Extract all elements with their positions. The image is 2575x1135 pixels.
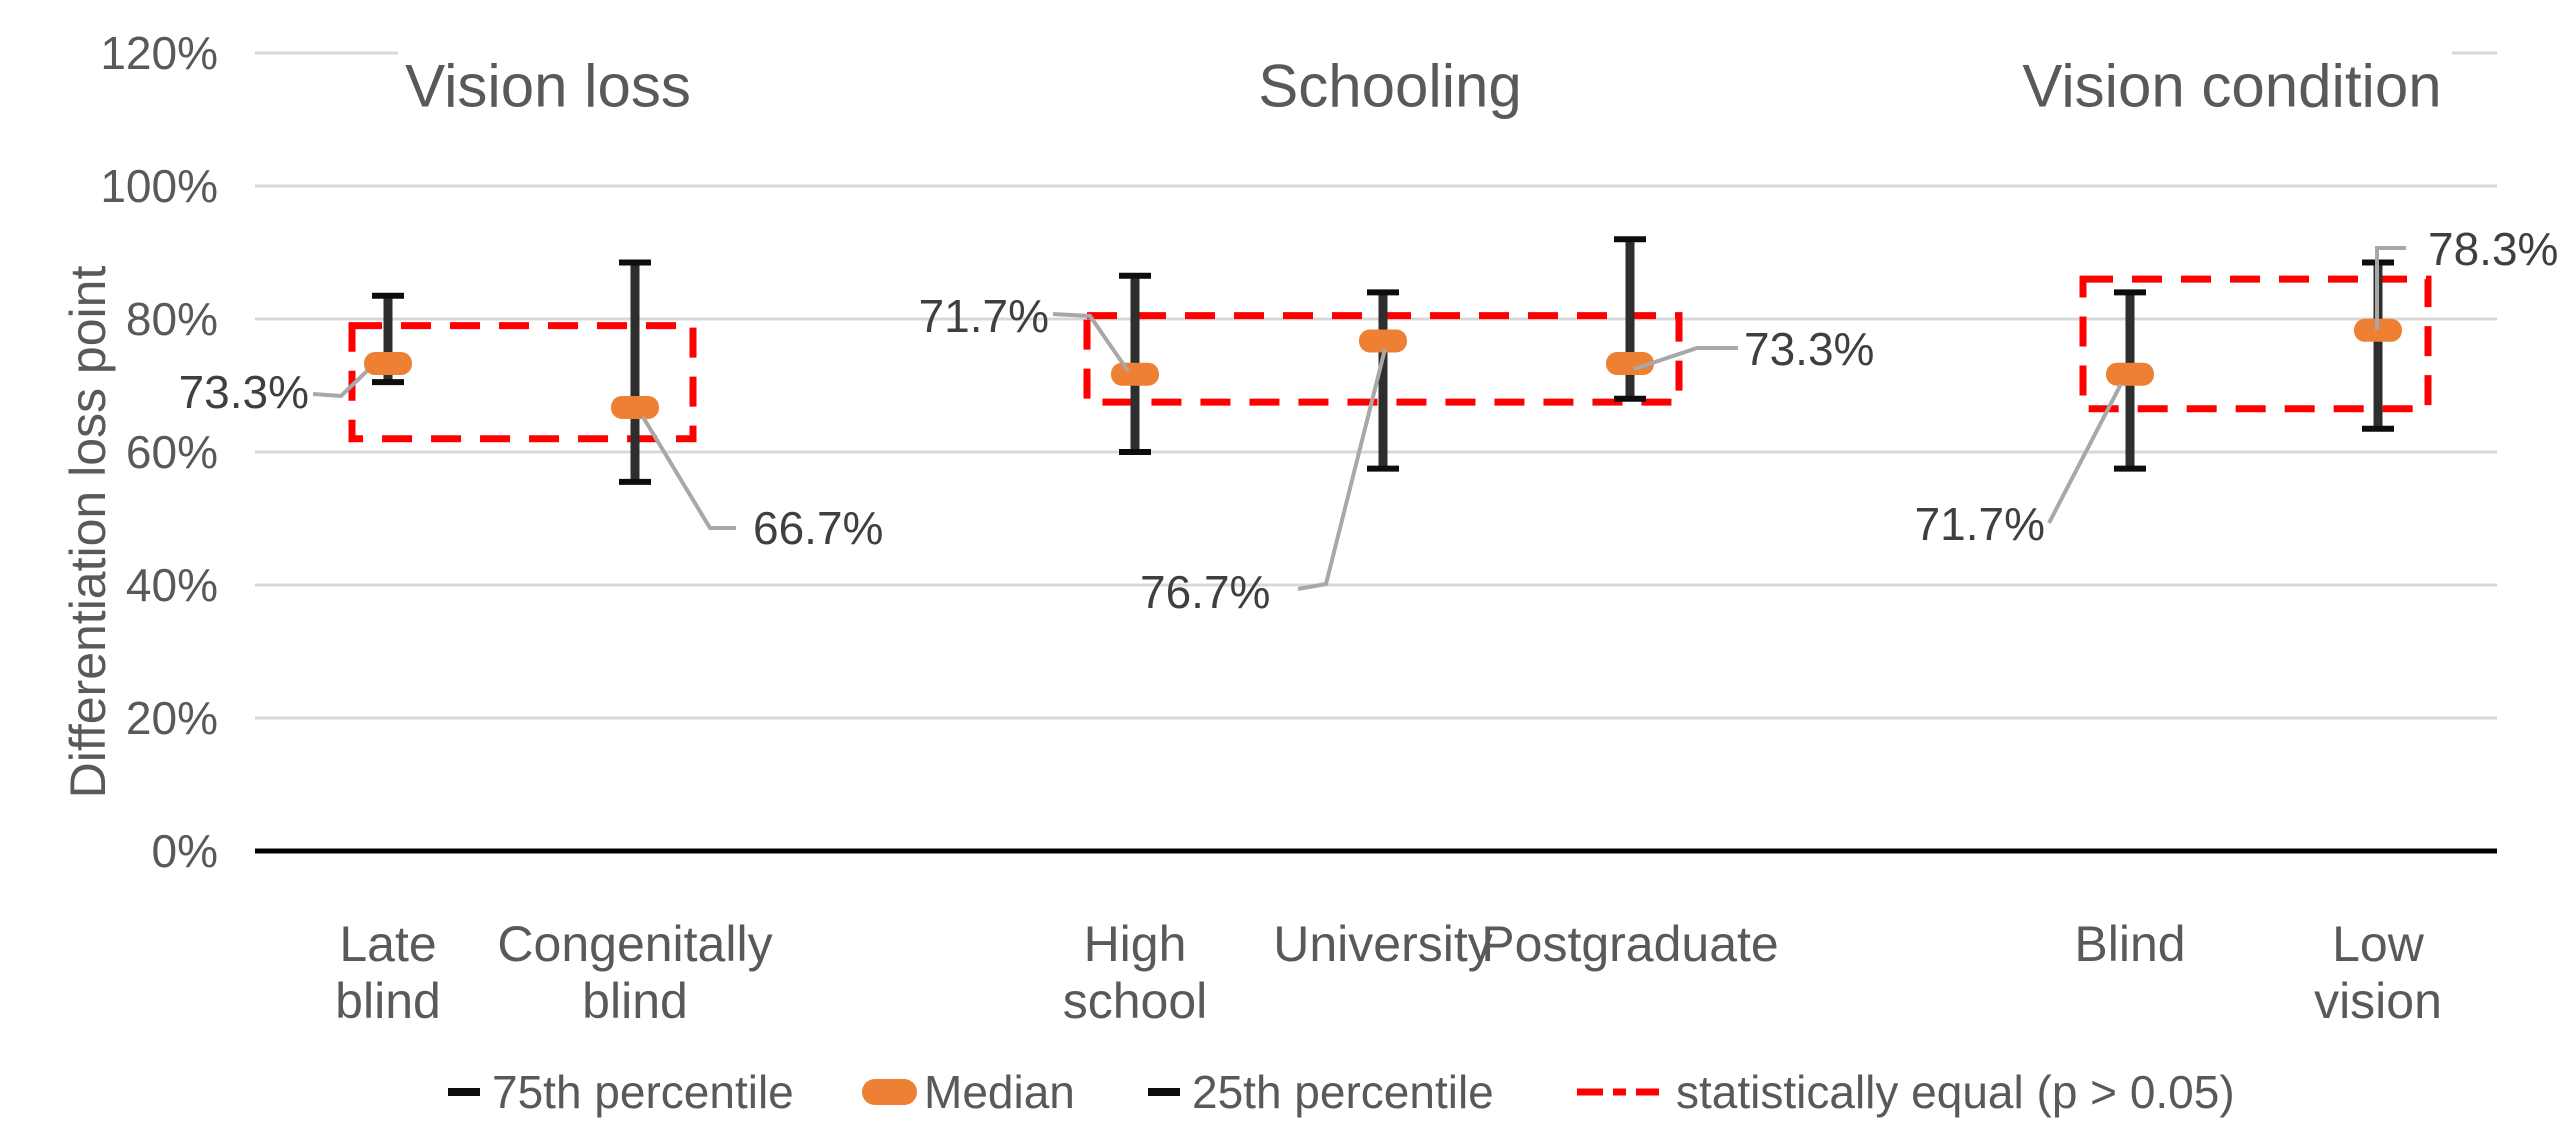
annotation-leader [641, 415, 736, 530]
median-value-label: 71.7% [1915, 498, 2045, 550]
median-value-label: 73.3% [1744, 323, 1874, 375]
legend-label: statistically equal (p > 0.05) [1676, 1066, 2235, 1118]
median-value-label: 76.7% [1140, 566, 1270, 618]
significance-box [348, 322, 697, 443]
x-tick-label: Late blind [335, 916, 441, 1029]
median-marker [1111, 362, 1159, 386]
annotation-leader [312, 369, 369, 399]
legend-label: 25th percentile [1192, 1066, 1494, 1118]
x-tick-label: Postgraduate [1481, 916, 1778, 972]
annotation-leader [2375, 246, 2406, 330]
x-tick-label: High school [1063, 916, 1208, 1029]
x-tick-label: Congenitally blind [497, 916, 772, 1029]
median-value-label: 71.7% [919, 290, 1049, 342]
median-value-label: 73.3% [179, 366, 309, 418]
annotation-leader [1052, 312, 1130, 373]
median-value-label: 66.7% [753, 502, 883, 554]
legend-label: 75th percentile [492, 1066, 794, 1118]
y-tick-label: 40% [126, 559, 218, 611]
median-marker [364, 352, 412, 376]
y-tick-label: 80% [126, 293, 218, 345]
x-tick-label: Low vision [2314, 916, 2442, 1029]
significance-box [2079, 275, 2432, 413]
x-tick-label: University [1273, 916, 1492, 972]
legend-label: Median [924, 1066, 1075, 1118]
median-marker [2106, 362, 2154, 386]
median-marker [2354, 318, 2402, 342]
y-tick-label: 20% [126, 692, 218, 744]
group-title: Vision loss [405, 53, 691, 120]
group-title: Schooling [1258, 53, 1522, 120]
median-marker [611, 395, 659, 419]
annotation-leader [1297, 348, 1387, 591]
y-tick-label: 120% [100, 27, 218, 79]
legend-median-marker [862, 1079, 917, 1105]
annotation-leader [2047, 383, 2123, 524]
group-title: Vision condition [2022, 53, 2441, 120]
y-tick-label: 100% [100, 160, 218, 212]
x-tick-label: Blind [2074, 916, 2185, 972]
annotation-leader [1633, 346, 1738, 371]
y-tick-label: 0% [152, 825, 218, 877]
y-tick-label: 60% [126, 426, 218, 478]
median-value-label: 78.3% [2428, 223, 2558, 275]
median-marker [1606, 352, 1654, 376]
median-marker [1359, 329, 1407, 353]
y-axis-title: Differentiation loss point [60, 266, 116, 799]
